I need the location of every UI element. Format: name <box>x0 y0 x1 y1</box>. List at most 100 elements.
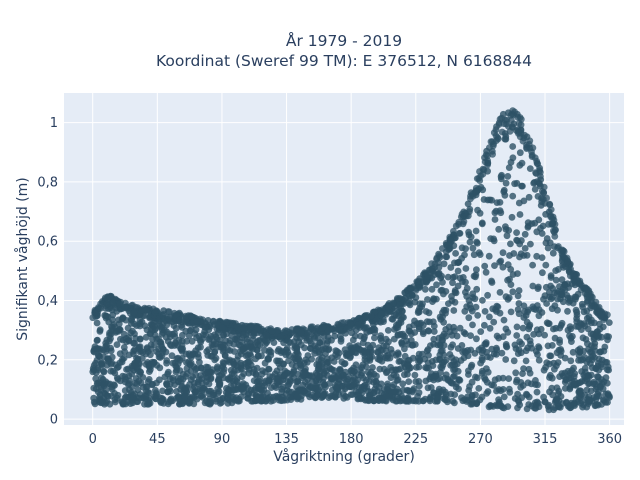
data-point <box>568 338 575 345</box>
data-point <box>461 330 469 338</box>
data-point <box>224 390 232 398</box>
data-point <box>247 322 255 330</box>
data-point <box>582 336 590 343</box>
data-point <box>96 327 104 335</box>
data-point <box>163 357 171 364</box>
data-point <box>502 179 510 187</box>
data-point <box>513 332 521 339</box>
data-point <box>561 385 569 392</box>
data-point <box>519 137 527 145</box>
data-point <box>226 347 234 354</box>
data-point <box>428 285 436 293</box>
data-point <box>456 324 464 332</box>
data-point <box>517 383 525 391</box>
data-point <box>205 346 212 353</box>
data-point <box>534 351 541 358</box>
data-point <box>430 335 438 343</box>
data-point <box>357 386 365 394</box>
data-point <box>210 317 217 325</box>
data-point <box>358 369 366 377</box>
data-point <box>136 360 144 368</box>
data-point <box>165 308 173 316</box>
data-point <box>388 315 396 323</box>
data-point <box>107 367 115 375</box>
data-point <box>250 366 258 373</box>
data-point <box>439 337 446 344</box>
data-point <box>550 216 558 224</box>
data-point <box>536 168 544 176</box>
data-point <box>491 216 499 223</box>
data-point <box>190 400 198 408</box>
data-point <box>275 396 283 404</box>
data-point <box>474 239 481 247</box>
data-point <box>104 380 112 388</box>
data-point <box>486 324 494 332</box>
data-point <box>149 380 157 388</box>
data-point <box>442 326 450 333</box>
data-point <box>142 333 150 341</box>
x-tick-label: 225 <box>403 432 428 447</box>
data-point <box>531 404 538 412</box>
data-point <box>511 108 518 116</box>
data-point <box>591 380 599 388</box>
data-point <box>554 306 561 314</box>
data-point <box>306 337 314 345</box>
data-point <box>240 380 247 387</box>
data-point <box>477 172 485 180</box>
data-point <box>328 354 336 362</box>
data-point <box>344 375 352 383</box>
data-point <box>605 366 612 374</box>
data-point <box>506 275 513 283</box>
data-point <box>462 265 470 272</box>
data-point <box>576 348 584 356</box>
data-point <box>579 403 586 411</box>
data-point <box>478 349 486 357</box>
data-point <box>246 350 254 358</box>
data-point <box>472 227 480 235</box>
data-point <box>450 366 457 374</box>
data-point <box>106 293 114 301</box>
data-point <box>485 252 493 260</box>
data-point <box>183 370 191 377</box>
data-point <box>595 355 603 363</box>
data-point <box>548 374 556 382</box>
data-point <box>569 333 576 340</box>
data-point <box>340 371 347 379</box>
data-point <box>219 394 227 402</box>
data-point <box>533 398 541 406</box>
data-point <box>158 311 166 319</box>
data-point <box>201 399 209 407</box>
data-point <box>430 340 438 348</box>
data-point <box>384 351 392 359</box>
data-point <box>573 308 581 316</box>
data-point <box>513 179 521 187</box>
data-point <box>525 193 533 201</box>
data-point <box>570 381 578 389</box>
data-point <box>346 342 354 350</box>
data-point <box>473 266 480 274</box>
data-point <box>551 334 559 342</box>
data-point <box>266 393 274 401</box>
data-point <box>204 351 212 359</box>
data-point <box>544 320 552 327</box>
data-point <box>425 309 433 317</box>
data-point <box>550 227 557 235</box>
data-point <box>258 352 265 360</box>
x-tick-label: 90 <box>214 432 231 447</box>
data-point <box>134 398 142 405</box>
data-point <box>528 344 536 352</box>
data-point <box>206 335 214 343</box>
data-point <box>476 251 484 258</box>
data-point <box>599 323 607 331</box>
data-point <box>324 327 332 334</box>
data-point <box>503 120 510 128</box>
data-point <box>509 192 517 200</box>
data-point <box>283 327 291 335</box>
data-point <box>516 161 524 169</box>
data-point <box>496 115 504 123</box>
data-point <box>207 387 215 395</box>
data-point <box>395 358 403 365</box>
data-point <box>465 367 472 375</box>
data-point <box>600 347 608 355</box>
data-point <box>486 196 494 204</box>
